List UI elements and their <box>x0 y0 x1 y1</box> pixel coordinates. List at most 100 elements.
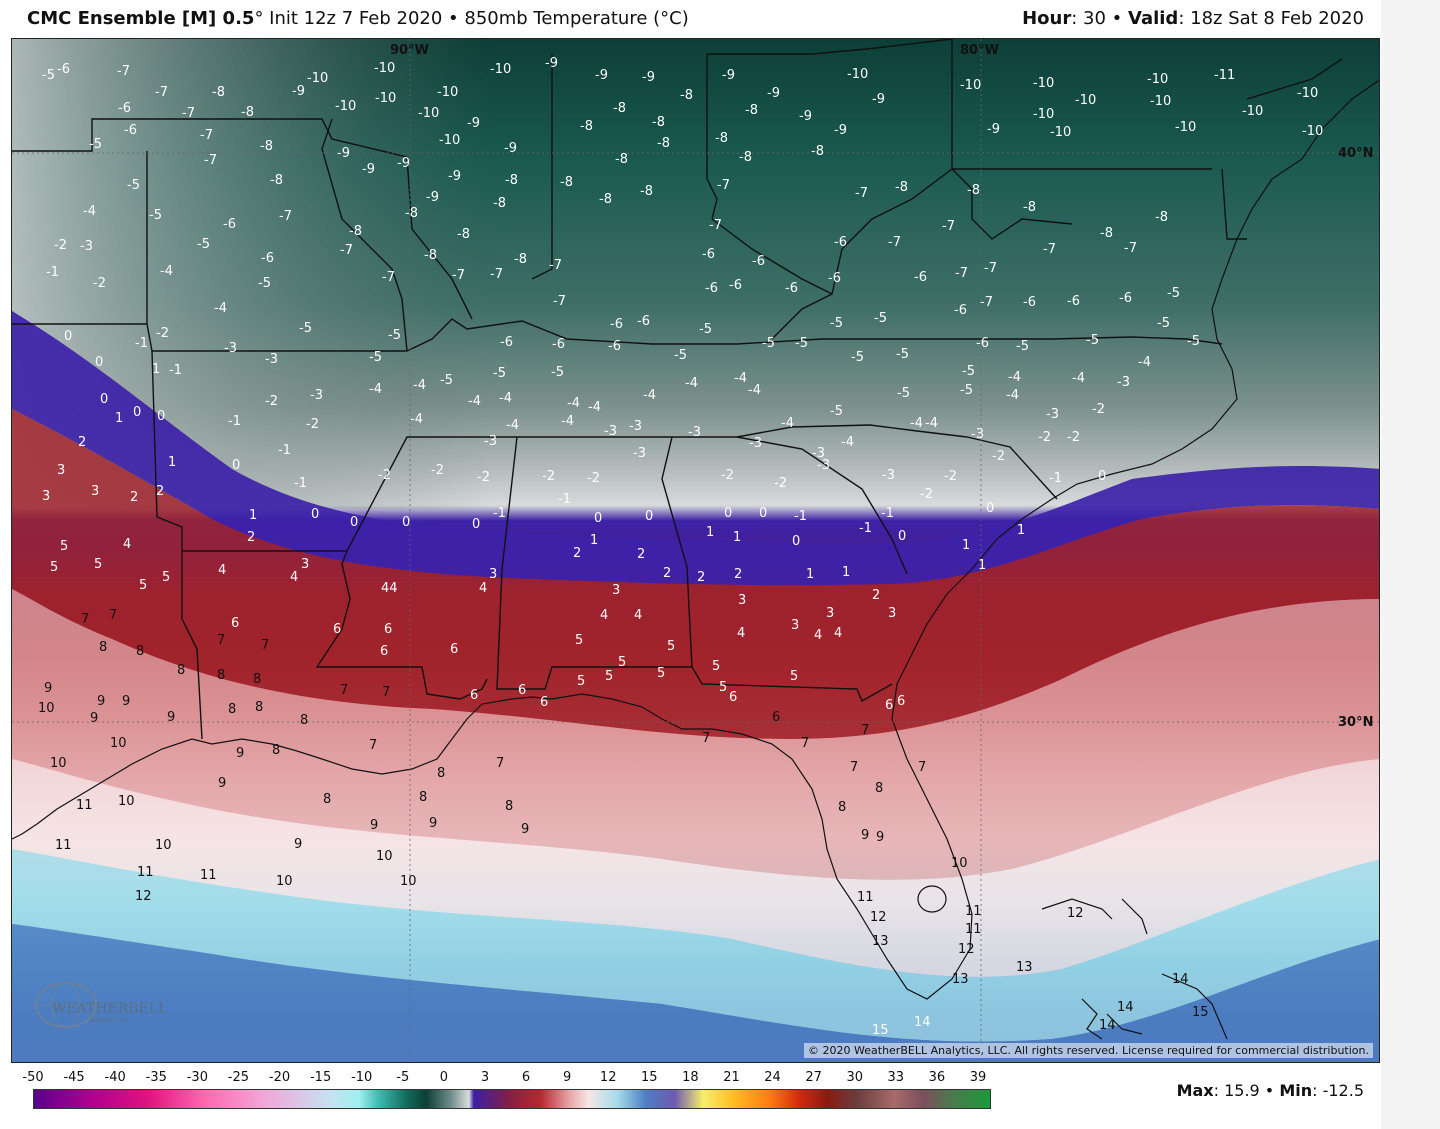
temperature-value: 4 <box>737 626 746 641</box>
temperature-value: -9 <box>987 122 1000 137</box>
temperature-value: 2 <box>734 567 743 582</box>
colorbar-tick: 27 <box>805 1070 822 1085</box>
temperature-value: 13 <box>872 934 889 949</box>
temperature-value: 8 <box>505 799 514 814</box>
temperature-value: -6 <box>702 247 715 262</box>
temperature-value: 8 <box>419 790 428 805</box>
temperature-value: 0 <box>350 515 359 530</box>
temperature-value: 8 <box>323 792 332 807</box>
temperature-value: 14 <box>914 1015 931 1030</box>
temperature-value: -5 <box>1157 316 1170 331</box>
temperature-value: -8 <box>405 206 418 221</box>
temperature-value: -5 <box>493 366 506 381</box>
temperature-value: -4 <box>925 416 938 431</box>
temperature-value: -10 <box>960 78 982 93</box>
temperature-value: -5 <box>149 208 162 223</box>
temperature-value: 12 <box>135 889 152 904</box>
temperature-value: -4 <box>1006 388 1019 403</box>
temperature-value: -7 <box>117 64 130 79</box>
temperature-value: 10 <box>38 701 55 716</box>
temperature-value: -7 <box>490 267 503 282</box>
temperature-value: 12 <box>870 910 887 925</box>
temperature-value: -10 <box>1033 107 1055 122</box>
temperature-value: 2 <box>156 484 165 499</box>
temperature-value: -7 <box>200 128 213 143</box>
temperature-value: 4 <box>479 581 488 596</box>
coastline <box>12 79 1379 1040</box>
temperature-value: -9 <box>799 109 812 124</box>
temperature-value: -1 <box>493 506 506 521</box>
temperature-value: -5 <box>897 386 910 401</box>
colorbar-tick: 21 <box>723 1070 740 1085</box>
temperature-value: 3 <box>612 583 621 598</box>
temperature-value: 6 <box>333 622 342 637</box>
colorbar-tick: 24 <box>764 1070 781 1085</box>
temperature-value: 9 <box>876 830 885 845</box>
temperature-value: -6 <box>500 335 513 350</box>
temperature-value: -9 <box>448 169 461 184</box>
temperature-value: -2 <box>477 470 490 485</box>
temperature-value: 44 <box>381 581 398 596</box>
temperature-value: 1 <box>806 567 815 582</box>
colorbar-tick: -30 <box>186 1070 208 1085</box>
temperature-value: -8 <box>1023 200 1036 215</box>
temperature-value: -6 <box>914 270 927 285</box>
temperature-value: -1 <box>228 414 241 429</box>
temperature-value: -1 <box>294 476 307 491</box>
temperature-value: 3 <box>826 606 835 621</box>
temperature-value: -8 <box>640 184 653 199</box>
colorbar-tick: 18 <box>682 1070 699 1085</box>
temperature-value: 7 <box>702 731 711 746</box>
temperature-value: 1 <box>168 455 177 470</box>
colorbar-tick: 9 <box>562 1070 572 1085</box>
lat-30n-label: 30°N <box>1338 715 1374 730</box>
temperature-value: -10 <box>1147 72 1169 87</box>
temperature-value: 6 <box>885 698 894 713</box>
temperature-value: -8 <box>745 103 758 118</box>
colorbar-tick-labels: -50 -45 -40 -35 -30 -25 -20 -15 -10 -5 0 3 6 9 12 15 18 2… <box>0 1070 1000 1088</box>
temperature-value: 2 <box>130 490 139 505</box>
temperature-value: -1 <box>278 443 291 458</box>
temperature-value: -11 <box>1214 68 1236 83</box>
temperature-value: -8 <box>580 119 593 134</box>
temperature-value: 6 <box>772 710 781 725</box>
temperature-value: -7 <box>279 209 292 224</box>
temperature-value: 9 <box>44 681 53 696</box>
temperature-value: -7 <box>340 243 353 258</box>
temperature-value: -9 <box>834 123 847 138</box>
temperature-value: 9 <box>236 746 245 761</box>
temperature-value: -4 <box>781 416 794 431</box>
temperature-value: -10 <box>1150 94 1172 109</box>
temperature-value: 10 <box>50 756 67 771</box>
temperature-value: -2 <box>920 487 933 502</box>
temperature-value: 7 <box>496 756 505 771</box>
temperature-value: 3 <box>57 463 66 478</box>
temperature-map[interactable]: -5 -6 -7 -7 -8 -9 -10 -10 -10 -9 -9 -9 -9 -10 -10 -10 -1… <box>11 38 1380 1063</box>
temperature-value: 9 <box>97 694 106 709</box>
temperature-value: -2 <box>1092 402 1105 417</box>
weatherbell-logo: WEATHERBELL Analytics LLC <box>34 979 167 1031</box>
temperature-value: -8 <box>895 180 908 195</box>
temperature-value: 0 <box>95 355 104 370</box>
colorbar-tick: 0 <box>439 1070 448 1085</box>
temperature-value: 3 <box>489 567 498 582</box>
temperature-value: 8 <box>99 640 108 655</box>
temperature-value: -1 <box>135 336 148 351</box>
colorbar-tick: -10 <box>351 1070 373 1085</box>
temperature-value: 0 <box>645 509 654 524</box>
temperature-value: -6 <box>1023 295 1036 310</box>
temperature-value: -3 <box>749 436 762 451</box>
temperature-value: -5 <box>896 347 909 362</box>
temperature-value: 3 <box>888 606 897 621</box>
temperature-value: 3 <box>301 557 310 572</box>
temperature-value: -9 <box>504 141 517 156</box>
max-value: : 15.9 • <box>1213 1081 1280 1100</box>
temperature-value: -4 <box>1138 355 1151 370</box>
temperature-value: -10 <box>1297 86 1319 101</box>
temperature-value: -4 <box>506 418 519 433</box>
temperature-value: 6 <box>518 683 527 698</box>
temperature-value: -10 <box>1302 124 1324 139</box>
mild-band <box>12 589 1379 880</box>
temperature-value: 8 <box>838 800 847 815</box>
temperature-value: 9 <box>370 818 379 833</box>
